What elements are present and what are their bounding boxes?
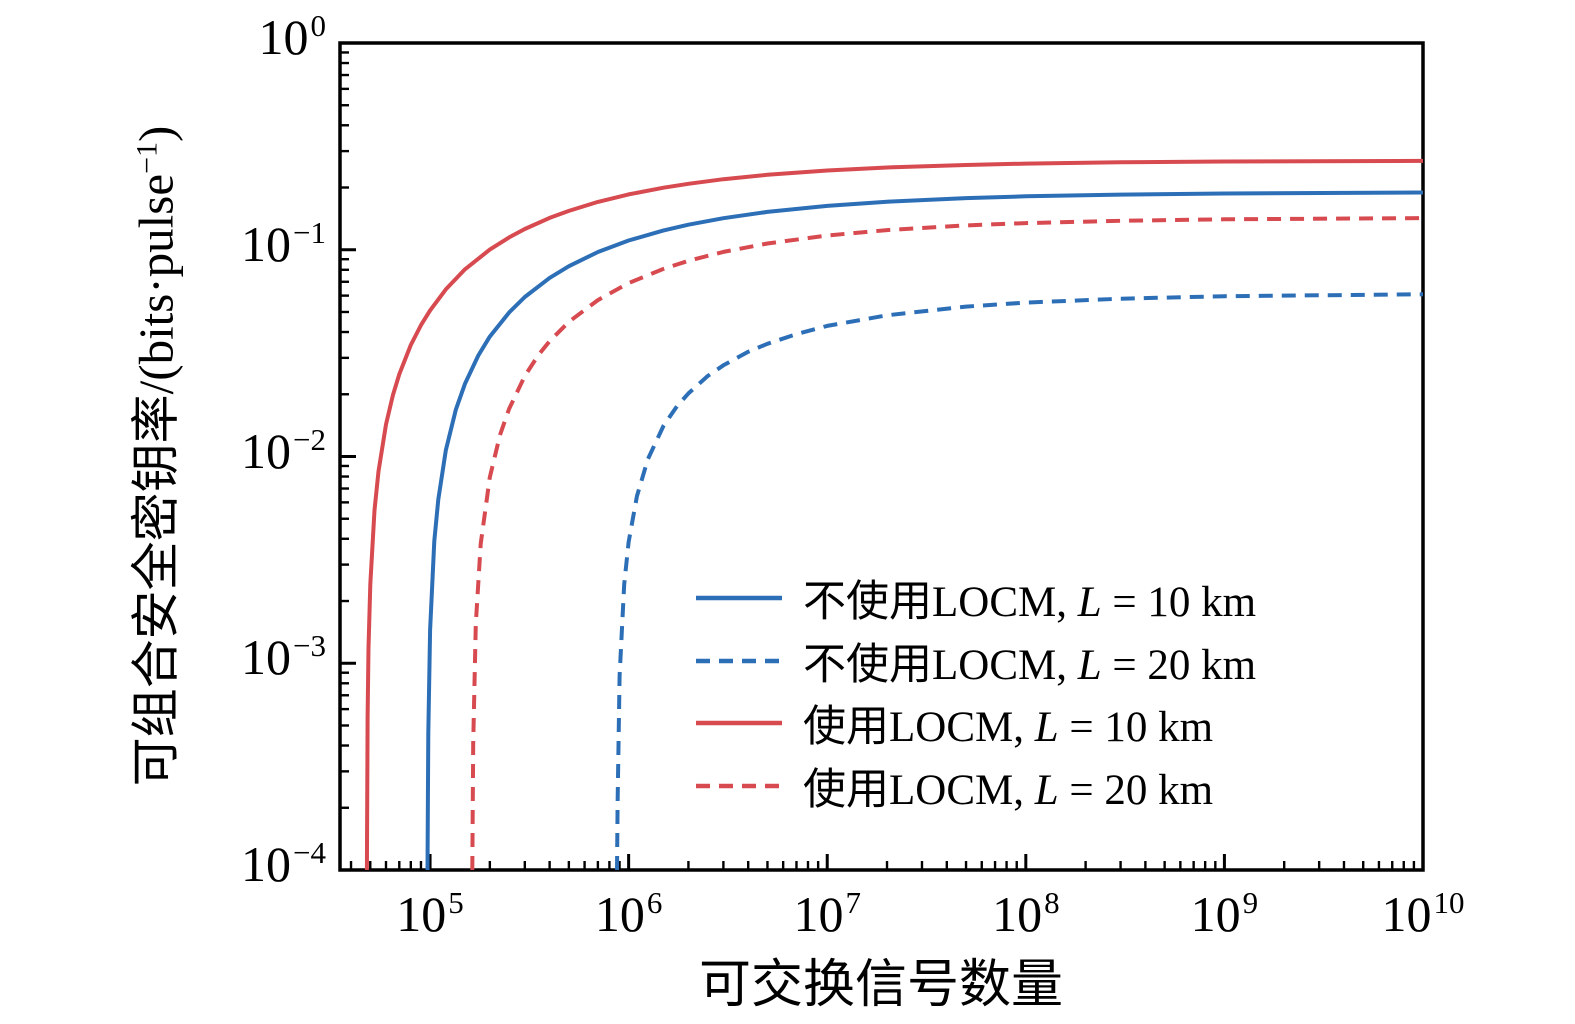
y-tick-label: 100 bbox=[258, 8, 327, 65]
legend-label-prefix: 使用LOCM, bbox=[803, 704, 1035, 752]
legend-label-suffix: = 10 km bbox=[1058, 704, 1214, 752]
curve-locm_10km bbox=[364, 158, 1424, 871]
legend-label-suffix: = 20 km bbox=[1101, 641, 1257, 689]
y-tick-label: 10−2 bbox=[241, 421, 326, 479]
y-axis-title-superscript: −1 bbox=[130, 141, 164, 174]
legend-label-prefix: 使用LOCM, bbox=[803, 766, 1035, 814]
legend-item-locm_10km: 使用LOCM, L = 10 km bbox=[695, 692, 1256, 755]
x-tick-label: 108 bbox=[992, 885, 1060, 942]
legend-label-suffix: = 10 km bbox=[1101, 579, 1257, 627]
legend-label: 使用LOCM, L = 10 km bbox=[803, 692, 1213, 754]
legend-label-variable: L bbox=[1077, 641, 1102, 689]
curve-no_locm_20km bbox=[615, 292, 1424, 871]
legend-label-prefix: 不使用LOCM, bbox=[803, 579, 1078, 627]
legend-item-no_locm_20km: 不使用LOCM, L = 20 km bbox=[695, 630, 1256, 693]
legend-dashed-line-sample bbox=[696, 783, 782, 788]
legend-label-variable: L bbox=[1034, 766, 1059, 814]
legend-label: 使用LOCM, L = 20 km bbox=[803, 755, 1213, 817]
legend-solid-line-sample bbox=[696, 721, 782, 726]
y-tick-label: 10−1 bbox=[241, 214, 326, 272]
x-tick-label: 105 bbox=[396, 885, 464, 942]
curve-locm_20km bbox=[470, 216, 1424, 871]
legend-item-no_locm_10km: 不使用LOCM, L = 10 km bbox=[695, 567, 1256, 630]
legend: 不使用LOCM, L = 10 km 不使用LOCM, L = 20 km 使用LO… bbox=[695, 567, 1256, 817]
x-tick-label: 106 bbox=[594, 885, 663, 942]
legend-label: 不使用LOCM, L = 10 km bbox=[803, 567, 1256, 629]
legend-solid-line-sample bbox=[696, 596, 782, 601]
y-axis-title-end: ) bbox=[128, 125, 184, 142]
legend-label-variable: L bbox=[1034, 704, 1059, 752]
x-tick-label: 107 bbox=[793, 885, 861, 942]
curve-no_locm_10km bbox=[425, 190, 1424, 871]
legend-label-prefix: 不使用LOCM, bbox=[803, 641, 1078, 689]
axes-box bbox=[338, 41, 1425, 872]
legend-item-locm_20km: 使用LOCM, L = 20 km bbox=[695, 755, 1256, 818]
legend-label-variable: L bbox=[1077, 579, 1102, 627]
y-tick-label: 10−4 bbox=[241, 835, 326, 892]
y-tick-label: 10−3 bbox=[241, 628, 326, 686]
x-tick-label: 1010 bbox=[1381, 885, 1465, 942]
legend-label-suffix: = 20 km bbox=[1058, 766, 1214, 814]
legend-dashed-line-sample bbox=[696, 658, 782, 663]
x-axis-title: 可交换信号数量 bbox=[698, 957, 1064, 1014]
x-tick-label: 109 bbox=[1190, 885, 1259, 942]
legend-label: 不使用LOCM, L = 20 km bbox=[803, 630, 1256, 692]
